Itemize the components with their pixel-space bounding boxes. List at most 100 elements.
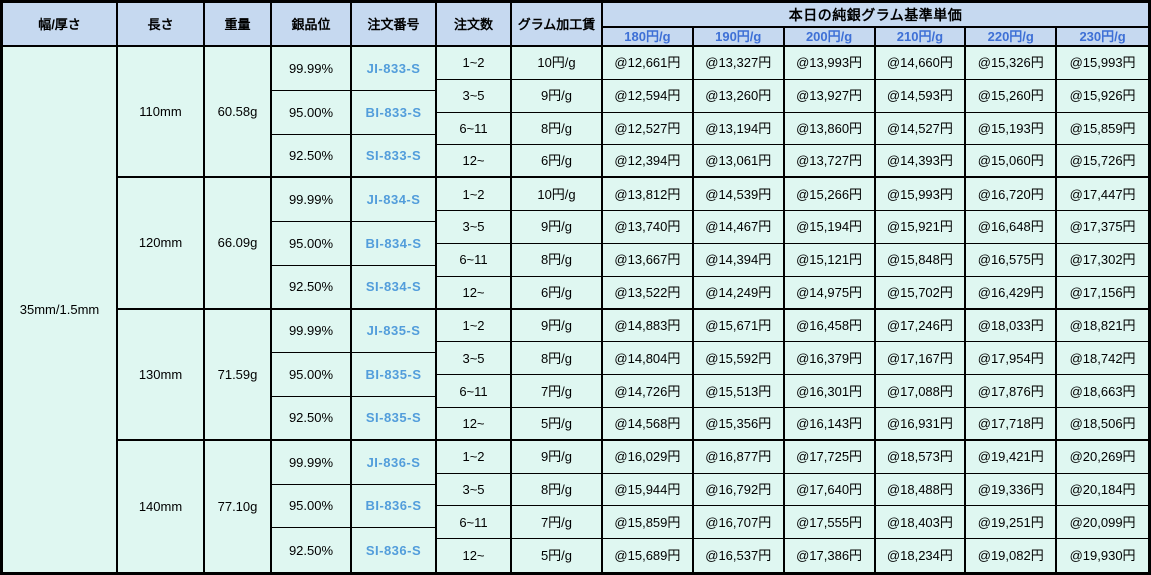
price-cell: @13,194円 bbox=[693, 112, 785, 146]
price-rate-col-header: 210円/g bbox=[875, 28, 967, 47]
price-cell: @16,429円 bbox=[966, 276, 1058, 310]
order-number: JI-834-S bbox=[352, 178, 437, 222]
price-cell: @13,061円 bbox=[693, 145, 785, 179]
price-cell: @15,121円 bbox=[784, 243, 876, 277]
price-cell: @17,555円 bbox=[784, 506, 876, 540]
order-number: JI-836-S bbox=[352, 440, 437, 485]
col-header-length: 長さ bbox=[118, 3, 205, 47]
price-rate-col-header: 190円/g bbox=[693, 28, 785, 47]
price-cell: @14,726円 bbox=[603, 375, 694, 408]
price-cell: @19,421円 bbox=[966, 440, 1058, 474]
order-number: JI-835-S bbox=[352, 309, 437, 354]
price-cell: @16,575円 bbox=[966, 243, 1058, 277]
price-cell: @16,537円 bbox=[693, 539, 785, 572]
price-cell: @16,458円 bbox=[784, 309, 876, 343]
price-cell: @15,194円 bbox=[784, 211, 876, 244]
price-cell: @12,594円 bbox=[603, 79, 694, 113]
order-qty-value: 12~ bbox=[437, 539, 512, 572]
price-cell: @15,193円 bbox=[966, 112, 1058, 146]
price-cell: @15,356円 bbox=[693, 407, 785, 441]
gram-fee-value: 8円/g bbox=[512, 243, 603, 277]
price-cell: @16,029円 bbox=[603, 440, 694, 474]
order-number: BI-834-S bbox=[352, 222, 437, 266]
price-cell: @14,568円 bbox=[603, 407, 694, 441]
width-thickness-value: 35mm/1.5mm bbox=[3, 47, 118, 572]
price-cell: @15,726円 bbox=[1057, 145, 1148, 179]
price-cell: @15,326円 bbox=[966, 47, 1058, 80]
price-cell: @15,060円 bbox=[966, 145, 1058, 179]
gram-fee-value: 10円/g bbox=[512, 47, 603, 80]
order-number: JI-833-S bbox=[352, 47, 437, 91]
price-cell: @19,930円 bbox=[1057, 539, 1148, 572]
length-value: 130mm bbox=[118, 309, 205, 441]
price-cell: @17,156円 bbox=[1057, 276, 1148, 310]
col-header-width-thickness: 幅/厚さ bbox=[3, 3, 118, 47]
price-cell: @18,506円 bbox=[1057, 407, 1148, 441]
price-cell: @19,336円 bbox=[966, 473, 1058, 507]
price-cell: @15,993円 bbox=[1057, 47, 1148, 80]
price-cell: @15,859円 bbox=[603, 506, 694, 540]
col-header-weight: 重量 bbox=[205, 3, 272, 47]
price-cell: @17,718円 bbox=[966, 407, 1058, 441]
price-cell: @14,593円 bbox=[875, 79, 967, 113]
price-rate-col-header: 180円/g bbox=[603, 28, 694, 47]
col-header-order-qty: 注文数 bbox=[437, 3, 512, 47]
price-cell: @13,522円 bbox=[603, 276, 694, 310]
price-cell: @18,488円 bbox=[875, 473, 967, 507]
price-rate-col-header: 230円/g bbox=[1057, 28, 1148, 47]
price-cell: @15,266円 bbox=[784, 178, 876, 212]
price-cell: @14,883円 bbox=[603, 309, 694, 343]
price-cell: @16,720円 bbox=[966, 178, 1058, 212]
price-cell: @12,661円 bbox=[603, 47, 694, 80]
order-number: SI-835-S bbox=[352, 397, 437, 441]
price-cell: @15,592円 bbox=[693, 342, 785, 376]
price-cell: @15,671円 bbox=[693, 309, 785, 343]
price-cell: @17,954円 bbox=[966, 342, 1058, 376]
order-qty-value: 3~5 bbox=[437, 211, 512, 244]
price-cell: @14,393円 bbox=[875, 145, 967, 179]
purity-value: 99.99% bbox=[272, 47, 352, 91]
col-header-order-number: 注文番号 bbox=[352, 3, 437, 47]
price-cell: @14,975円 bbox=[784, 276, 876, 310]
price-cell: @16,707円 bbox=[693, 506, 785, 540]
price-cell: @17,302円 bbox=[1057, 243, 1148, 277]
order-number: BI-835-S bbox=[352, 353, 437, 397]
price-rate-col-header: 220円/g bbox=[966, 28, 1058, 47]
price-cell: @17,640円 bbox=[784, 473, 876, 507]
gram-fee-value: 5円/g bbox=[512, 407, 603, 441]
price-cell: @18,403円 bbox=[875, 506, 967, 540]
price-cell: @20,184円 bbox=[1057, 473, 1148, 507]
purity-value: 92.50% bbox=[272, 397, 352, 441]
purity-value: 99.99% bbox=[272, 440, 352, 485]
gram-fee-value: 7円/g bbox=[512, 375, 603, 408]
order-qty-value: 6~11 bbox=[437, 506, 512, 540]
gram-fee-value: 6円/g bbox=[512, 145, 603, 179]
weight-value: 71.59g bbox=[205, 309, 272, 441]
order-qty-value: 3~5 bbox=[437, 342, 512, 376]
gram-fee-value: 9円/g bbox=[512, 440, 603, 474]
price-cell: @14,527円 bbox=[875, 112, 967, 146]
price-cell: @20,099円 bbox=[1057, 506, 1148, 540]
weight-value: 77.10g bbox=[205, 440, 272, 572]
order-qty-value: 1~2 bbox=[437, 47, 512, 80]
price-cell: @13,993円 bbox=[784, 47, 876, 80]
price-cell: @20,269円 bbox=[1057, 440, 1148, 474]
purity-value: 92.50% bbox=[272, 528, 352, 572]
price-cell: @15,921円 bbox=[875, 211, 967, 244]
purity-value: 95.00% bbox=[272, 353, 352, 397]
purity-value: 92.50% bbox=[272, 134, 352, 179]
gram-fee-value: 5円/g bbox=[512, 539, 603, 572]
price-cell: @18,821円 bbox=[1057, 309, 1148, 343]
order-qty-value: 6~11 bbox=[437, 375, 512, 408]
price-cell: @17,375円 bbox=[1057, 211, 1148, 244]
order-qty-value: 1~2 bbox=[437, 440, 512, 474]
price-cell: @18,234円 bbox=[875, 539, 967, 572]
price-cell: @17,386円 bbox=[784, 539, 876, 572]
order-number: SI-836-S bbox=[352, 528, 437, 572]
length-value: 120mm bbox=[118, 178, 205, 310]
order-qty-value: 12~ bbox=[437, 145, 512, 179]
price-cell: @15,859円 bbox=[1057, 112, 1148, 146]
price-cell: @14,394円 bbox=[693, 243, 785, 277]
price-cell: @19,251円 bbox=[966, 506, 1058, 540]
